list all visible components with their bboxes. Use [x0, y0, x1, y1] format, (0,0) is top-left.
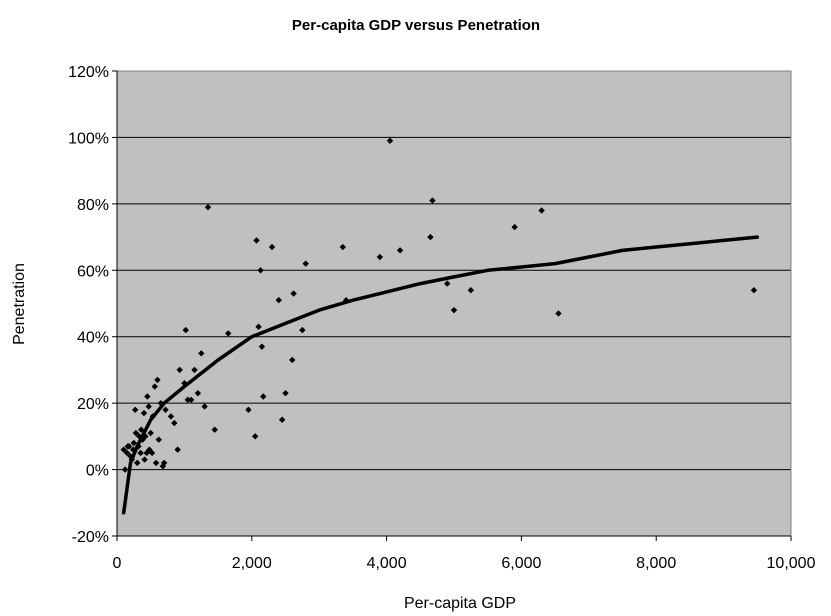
data-point: [750, 287, 758, 294]
data-point: [258, 343, 266, 350]
data-point: [275, 296, 282, 304]
data-point: [289, 356, 296, 364]
data-point: [171, 419, 178, 427]
data-point: [154, 376, 161, 384]
data-point: [225, 330, 232, 337]
data-point: [444, 280, 451, 287]
y-tick-label: 60%: [77, 263, 109, 280]
x-tick-label: 0: [113, 555, 122, 572]
data-point: [376, 253, 384, 261]
x-tick-label: 4,000: [367, 555, 407, 572]
data-point: [182, 326, 189, 334]
data-point: [152, 459, 160, 467]
chart-title: Per-capita GDP versus Penetration: [292, 17, 540, 34]
data-point: [145, 403, 152, 410]
x-tick-label: 6,000: [501, 555, 541, 572]
y-tick-label: 80%: [77, 197, 109, 214]
data-point: [396, 247, 404, 254]
data-point: [147, 429, 154, 437]
scatter-points: [120, 137, 758, 473]
data-point: [130, 439, 138, 447]
data-point: [194, 389, 202, 397]
data-point: [144, 393, 151, 400]
data-point: [131, 406, 139, 413]
data-point: [141, 456, 148, 463]
data-point: [245, 406, 252, 413]
x-tick-label: 8,000: [636, 555, 676, 572]
data-point: [155, 436, 162, 443]
data-point: [255, 323, 262, 330]
data-point: [121, 466, 129, 473]
data-point: [290, 290, 297, 297]
trend-line: [121, 235, 760, 515]
data-point: [125, 443, 133, 450]
data-point: [450, 306, 458, 314]
x-tick-label: 10,000: [767, 555, 816, 572]
y-axis-label: Penetration: [11, 263, 28, 345]
data-point: [302, 260, 309, 267]
y-axis-ticks: -20% 0% 20% 40% 60% 80% 100% 120%: [68, 64, 117, 546]
data-point: [339, 243, 346, 251]
data-point: [160, 459, 168, 467]
y-tick-label: 0%: [86, 463, 109, 480]
data-point: [282, 389, 289, 397]
data-point: [201, 403, 208, 410]
data-point: [555, 310, 562, 317]
data-point: [204, 203, 212, 211]
data-point: [187, 396, 195, 404]
data-point: [538, 207, 545, 214]
data-point: [157, 399, 165, 407]
y-tick-label: 20%: [77, 396, 109, 413]
data-point: [137, 449, 144, 457]
data-point: [511, 223, 518, 231]
data-point: [253, 237, 260, 244]
data-point: [386, 137, 394, 144]
data-point: [159, 463, 167, 470]
x-axis-label: Per-capita GDP: [404, 595, 516, 612]
data-point: [467, 287, 475, 294]
y-tick-label: -20%: [72, 529, 109, 546]
data-point: [162, 406, 169, 413]
data-point: [427, 233, 434, 241]
plot-area: [117, 71, 791, 536]
data-point: [167, 413, 175, 420]
data-point: [299, 326, 306, 334]
data-point: [134, 459, 141, 467]
data-point: [123, 449, 131, 457]
data-point: [132, 429, 140, 437]
data-point: [278, 416, 286, 423]
x-axis-ticks: 0 2,000 4,000 6,000 8,000 10,000: [113, 536, 816, 572]
data-point: [176, 366, 183, 374]
data-point: [429, 197, 436, 204]
data-point: [191, 366, 198, 374]
data-point: [120, 446, 127, 453]
data-point: [257, 267, 264, 274]
data-point: [138, 426, 145, 433]
data-point: [151, 383, 158, 390]
data-point: [211, 426, 218, 433]
data-point: [184, 396, 191, 404]
y-tick-label: 40%: [77, 330, 109, 347]
x-tick-label: 2,000: [232, 555, 272, 572]
data-point: [268, 243, 276, 251]
data-point: [260, 393, 267, 400]
y-tick-label: 100%: [68, 130, 109, 147]
data-point: [148, 449, 156, 457]
y-tick-label: 120%: [68, 64, 109, 81]
trend-line-path: [121, 235, 760, 515]
axes: [116, 70, 792, 537]
data-point: [140, 409, 148, 417]
data-point: [198, 350, 205, 357]
data-point: [251, 433, 259, 440]
data-point: [174, 446, 181, 453]
